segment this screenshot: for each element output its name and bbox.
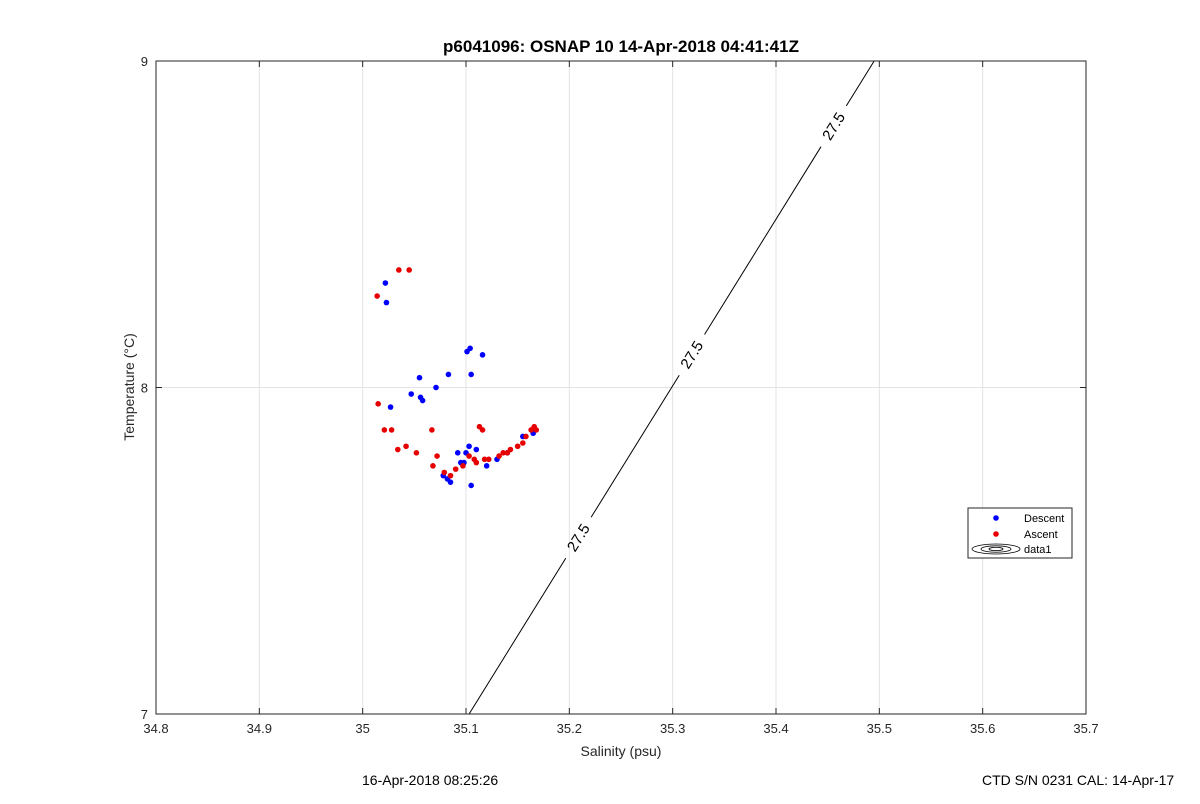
x-tick-label: 34.9 (247, 721, 272, 736)
x-tick-label: 35.6 (970, 721, 995, 736)
ascent-point (533, 427, 540, 433)
x-tick-label: 35 (355, 721, 369, 736)
x-tick-label: 35.7 (1073, 721, 1098, 736)
footer-ctd-info: CTD S/N 0231 CAL: 14-Apr-17 (982, 772, 1175, 788)
contour-segment (468, 557, 567, 715)
ascent-point (374, 293, 380, 299)
ascent-point (447, 472, 454, 479)
ascent-point (485, 456, 492, 463)
ascent-point (460, 463, 466, 469)
legend-descent-label: Descent (1024, 513, 1064, 525)
descent-point (479, 352, 486, 358)
descent-point (408, 391, 415, 397)
ascent-point (520, 440, 526, 446)
legend-descent-marker (993, 515, 999, 521)
descent-point (473, 446, 480, 453)
y-axis: 7 8 9 (141, 54, 1086, 722)
descent-point (416, 374, 423, 381)
x-tick-label: 35.3 (660, 721, 685, 736)
ascent-point (430, 463, 436, 469)
ascent-point (403, 443, 409, 450)
ascent-point (481, 456, 488, 463)
contour-segment (845, 60, 875, 107)
ascent-point (473, 459, 480, 466)
y-axis-label: Temperature (°C) (121, 333, 137, 441)
descent-point (382, 280, 389, 286)
x-tick-label: 34.8 (143, 721, 168, 736)
descent-point (468, 371, 474, 378)
descent-point (454, 450, 461, 456)
data-points (374, 267, 540, 489)
ascent-point (413, 450, 420, 456)
x-tick-label: 35.1 (453, 721, 478, 736)
x-tick-label: 35.4 (763, 721, 788, 736)
ascent-point (434, 453, 440, 459)
descent-point (483, 463, 490, 469)
ascent-point (388, 427, 395, 433)
legend-contour-label: data1 (1024, 544, 1052, 556)
ascent-point (381, 427, 388, 433)
ascent-point (452, 466, 459, 472)
ascent-point (514, 443, 521, 450)
ascent-point (406, 267, 412, 273)
x-tick-label: 35.5 (867, 721, 892, 736)
descent-point (466, 443, 472, 450)
descent-point (468, 482, 474, 489)
descent-point (467, 345, 473, 352)
x-axis: 34.8 34.9 35 35.1 35.2 35.3 35.4 35.5 35.6 35.7 (143, 61, 1099, 736)
ascent-point (375, 401, 381, 407)
footer-timestamp: 16-Apr-2018 08:25:26 (362, 772, 499, 788)
descent-point (447, 479, 454, 485)
ascent-point (500, 450, 507, 456)
descent-point (445, 371, 452, 378)
chart-title: p6041096: OSNAP 10 14-Apr-2018 04:41:41Z (443, 37, 799, 56)
descent-point (387, 404, 394, 410)
ascent-point (507, 446, 514, 453)
x-tick-label: 35.2 (557, 721, 582, 736)
legend-ascent-marker (993, 531, 999, 537)
legend-contour-icon (971, 543, 1021, 555)
contour-segment (590, 374, 680, 518)
ascent-point (496, 453, 502, 459)
legend-ascent-label: Ascent (1024, 529, 1058, 541)
ascent-point (395, 446, 401, 453)
y-tick-label: 8 (141, 381, 148, 396)
legend: Descent Ascent data1 (967, 507, 1073, 559)
ascent-point (429, 427, 435, 433)
ascent-point (523, 433, 529, 440)
contour-segment (704, 146, 822, 335)
descent-point (433, 384, 439, 391)
descent-point (383, 299, 390, 306)
ascent-point (396, 267, 402, 273)
descent-point (419, 397, 426, 404)
ascent-point (441, 469, 448, 476)
ascent-point (466, 453, 472, 459)
y-tick-label: 7 (141, 707, 148, 722)
ascent-point (479, 427, 486, 433)
x-axis-label: Salinity (psu) (581, 743, 662, 759)
y-tick-label: 9 (141, 54, 148, 69)
